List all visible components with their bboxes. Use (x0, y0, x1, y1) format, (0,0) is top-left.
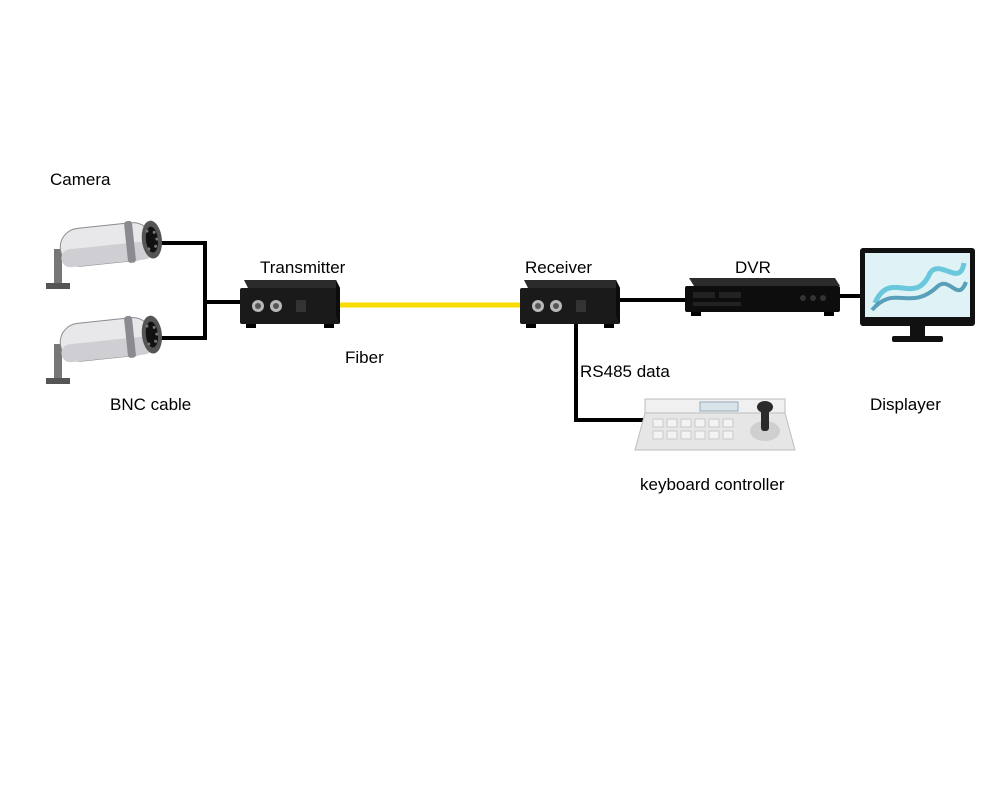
transmitter-icon (240, 280, 340, 328)
label-receiver: Receiver (525, 258, 592, 278)
label-displayer: Displayer (870, 395, 941, 415)
label-dvr: DVR (735, 258, 771, 278)
receiver-icon (520, 280, 620, 328)
monitor-icon (860, 248, 975, 342)
label-rs485: RS485 data (580, 362, 670, 382)
label-bnc: BNC cable (110, 395, 191, 415)
cable-cam1-tx (158, 243, 241, 302)
label-fiber: Fiber (345, 348, 384, 368)
camera-icon-2 (46, 313, 164, 384)
label-keyboard: keyboard controller (640, 475, 785, 495)
keyboard-controller-icon (635, 399, 795, 450)
label-transmitter: Transmitter (260, 258, 345, 278)
dvr-icon (685, 278, 840, 316)
cable-cam2-tx (158, 302, 205, 338)
label-camera: Camera (50, 170, 110, 190)
camera-icon-1 (46, 218, 164, 289)
